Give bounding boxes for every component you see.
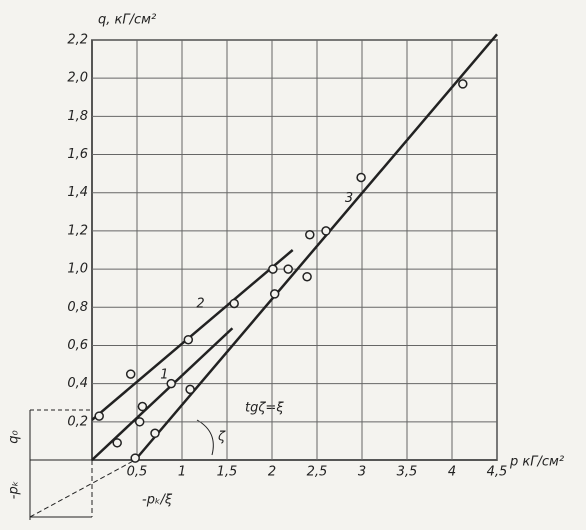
aux-line [29, 459, 136, 518]
point [321, 226, 331, 236]
x-tick-label: 2,5 [307, 465, 328, 480]
y-tick-label: 2,2 [67, 33, 88, 48]
annotation: q₀ [7, 429, 22, 443]
x-tick-label: 3 [358, 465, 366, 480]
point [185, 384, 195, 395]
y-axis-label: q, кГ/см² [98, 13, 156, 28]
angle-arc [196, 419, 214, 456]
fit-line [134, 33, 498, 461]
x-tick-label: 3,5 [397, 465, 418, 480]
y-tick-label: 1,2 [67, 223, 88, 238]
y-tick-label: 2,0 [67, 71, 88, 86]
x-tick-label: 2 [268, 465, 276, 480]
line-label: 1 [160, 367, 168, 382]
point [166, 378, 176, 389]
point [183, 334, 194, 345]
point [125, 369, 136, 379]
point [268, 264, 278, 274]
y-tick-label: 0,6 [67, 338, 88, 353]
x-axis-label: p кГ/см² [509, 455, 564, 470]
point [137, 401, 148, 412]
point [150, 428, 160, 439]
point [356, 172, 366, 183]
x-tick-label: 0,5 [127, 465, 148, 480]
line-label: 3 [345, 191, 353, 206]
plot-frame [91, 39, 498, 461]
annotation: -pₖ [7, 481, 22, 499]
x-tick-label: 4,5 [487, 465, 508, 480]
point [305, 229, 315, 240]
point [458, 79, 468, 89]
point [269, 289, 280, 299]
x-tick-label: 1,5 [217, 465, 238, 480]
y-tick-label: 1,6 [67, 147, 88, 162]
y-tick-label: 1,0 [67, 262, 88, 277]
y-tick-label: 0,4 [67, 376, 88, 391]
x-tick-label: 1 [178, 465, 186, 480]
point [302, 271, 312, 282]
point [130, 453, 140, 463]
y-tick-label: 0,8 [67, 300, 88, 315]
x-tick-label: 4 [448, 465, 456, 480]
fit-line [91, 249, 294, 421]
annotation: ζ [217, 430, 226, 445]
point [134, 417, 145, 427]
fit-line [91, 327, 234, 461]
y-tick-label: 0,2 [67, 414, 88, 429]
point [94, 411, 104, 421]
y-tick-label: 1,4 [67, 185, 88, 200]
point [229, 298, 239, 309]
y-tick-label: 1,8 [67, 109, 88, 124]
point [283, 264, 293, 274]
point [112, 438, 122, 448]
annotation: -pₖ/ξ [142, 493, 173, 508]
annotation: tgζ=ξ [245, 401, 284, 416]
line-label: 2 [196, 296, 204, 311]
